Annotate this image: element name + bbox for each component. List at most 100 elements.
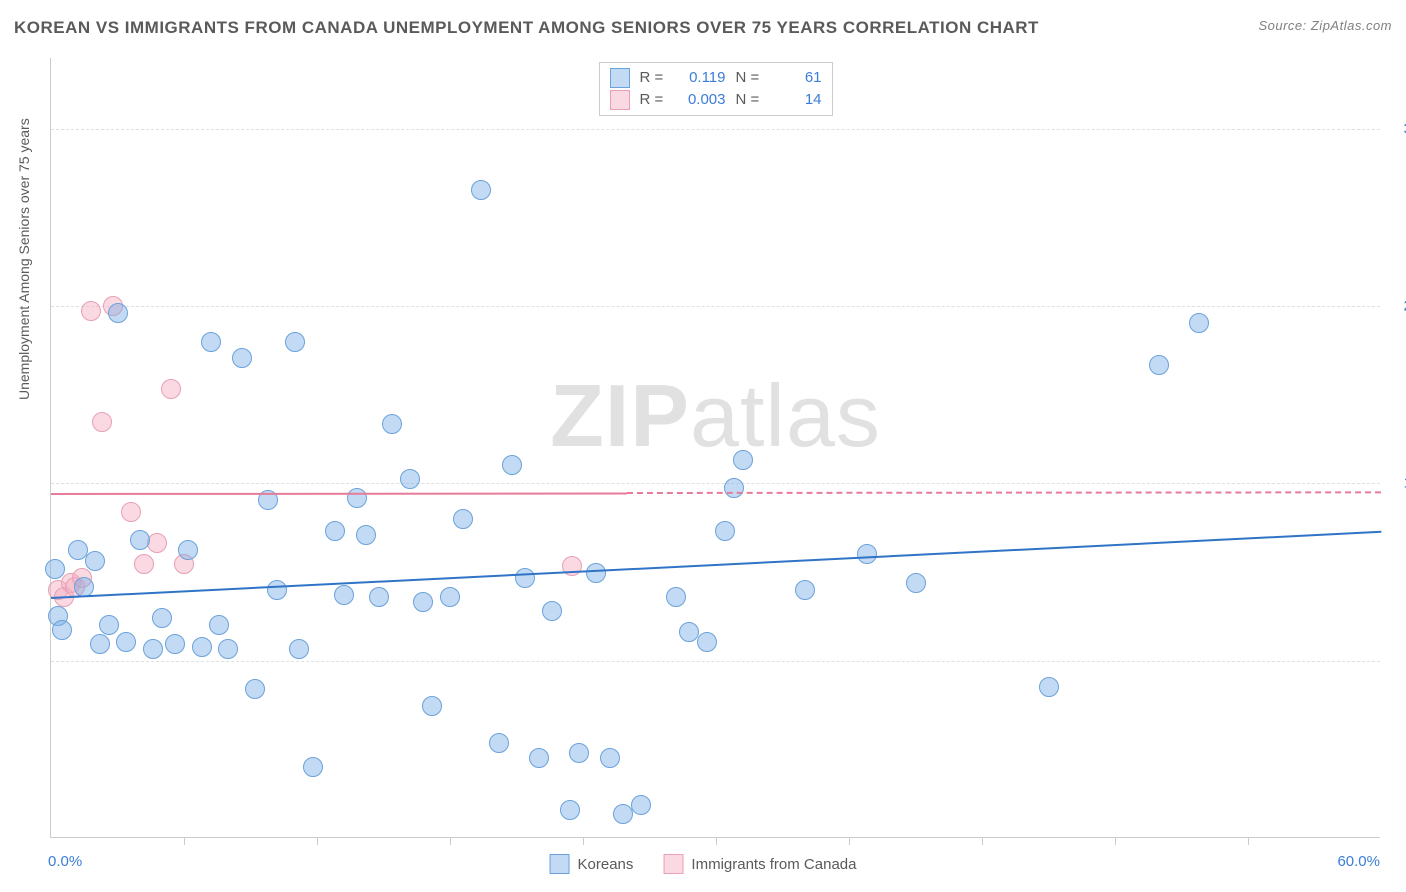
legend-correlation-box: R = 0.119 N = 61 R = 0.003 N = 14: [599, 62, 833, 116]
legend-series: Koreans Immigrants from Canada: [550, 854, 857, 874]
marker-series1: [542, 601, 562, 621]
marker-series1: [857, 544, 877, 564]
x-tick: [184, 837, 185, 845]
marker-series2: [147, 533, 167, 553]
legend-row-series2: R = 0.003 N = 14: [610, 89, 822, 111]
marker-series1: [192, 637, 212, 657]
legend-item-koreans: Koreans: [550, 854, 634, 874]
marker-series1: [515, 568, 535, 588]
grid-line: [51, 483, 1380, 484]
marker-series1: [586, 563, 606, 583]
marker-series1: [218, 639, 238, 659]
marker-series1: [45, 559, 65, 579]
marker-series1: [715, 521, 735, 541]
marker-series2: [121, 502, 141, 522]
trendline-series1-solid: [51, 531, 1381, 599]
marker-series1: [303, 757, 323, 777]
x-tick: [1248, 837, 1249, 845]
chart-title: KOREAN VS IMMIGRANTS FROM CANADA UNEMPLO…: [14, 18, 1039, 37]
legend-row-series1: R = 0.119 N = 61: [610, 67, 822, 89]
marker-series2: [81, 301, 101, 321]
grid-line: [51, 661, 1380, 662]
marker-series1: [99, 615, 119, 635]
marker-series1: [334, 585, 354, 605]
r-value: 0.003: [678, 89, 726, 111]
marker-series1: [52, 620, 72, 640]
marker-series2: [92, 412, 112, 432]
x-tick: [317, 837, 318, 845]
marker-series2: [134, 554, 154, 574]
marker-series1: [68, 540, 88, 560]
y-tick-label: 30.0%: [1386, 120, 1406, 137]
marker-series1: [600, 748, 620, 768]
marker-series1: [666, 587, 686, 607]
marker-series1: [165, 634, 185, 654]
y-axis-label: Unemployment Among Seniors over 75 years: [16, 118, 32, 400]
marker-series1: [795, 580, 815, 600]
marker-series1: [413, 592, 433, 612]
n-value: 61: [774, 67, 822, 89]
marker-series1: [1039, 677, 1059, 697]
marker-series1: [116, 632, 136, 652]
marker-series1: [130, 530, 150, 550]
x-axis-origin-label: 0.0%: [48, 853, 82, 870]
swatch-series2: [663, 854, 683, 874]
x-tick: [716, 837, 717, 845]
grid-line: [51, 306, 1380, 307]
marker-series1: [453, 509, 473, 529]
marker-series1: [440, 587, 460, 607]
marker-series1: [152, 608, 172, 628]
x-tick: [450, 837, 451, 845]
marker-series2: [161, 379, 181, 399]
marker-series1: [400, 469, 420, 489]
x-tick: [1115, 837, 1116, 845]
r-value: 0.119: [678, 67, 726, 89]
n-label: N =: [736, 67, 764, 89]
marker-series1: [631, 795, 651, 815]
marker-series1: [724, 478, 744, 498]
marker-series1: [471, 180, 491, 200]
marker-series1: [489, 733, 509, 753]
marker-series1: [1189, 313, 1209, 333]
legend-item-immigrants-canada: Immigrants from Canada: [663, 854, 856, 874]
marker-series1: [232, 348, 252, 368]
marker-series1: [382, 414, 402, 434]
marker-series1: [560, 800, 580, 820]
marker-series1: [697, 632, 717, 652]
y-tick-label: 15.0%: [1386, 475, 1406, 492]
marker-series1: [369, 587, 389, 607]
marker-series1: [422, 696, 442, 716]
marker-series1: [1149, 355, 1169, 375]
n-label: N =: [736, 89, 764, 111]
x-axis-max-label: 60.0%: [1337, 853, 1380, 870]
source-attribution: Source: ZipAtlas.com: [1258, 18, 1392, 33]
grid-line: [51, 129, 1380, 130]
legend-label: Immigrants from Canada: [691, 856, 856, 873]
swatch-series2: [610, 90, 630, 110]
n-value: 14: [774, 89, 822, 111]
marker-series1: [613, 804, 633, 824]
legend-label: Koreans: [578, 856, 634, 873]
trendline-series2-solid: [51, 492, 627, 495]
marker-series1: [90, 634, 110, 654]
r-label: R =: [640, 89, 668, 111]
marker-series1: [143, 639, 163, 659]
swatch-series1: [610, 68, 630, 88]
marker-series1: [569, 743, 589, 763]
marker-series1: [209, 615, 229, 635]
marker-series1: [733, 450, 753, 470]
y-tick-label: 7.5%: [1386, 652, 1406, 669]
marker-series1: [906, 573, 926, 593]
marker-series1: [356, 525, 376, 545]
swatch-series1: [550, 854, 570, 874]
marker-series1: [502, 455, 522, 475]
marker-series1: [178, 540, 198, 560]
y-tick-label: 22.5%: [1386, 298, 1406, 315]
scatter-plot-area: ZIPatlas R = 0.119 N = 61 R = 0.003 N = …: [50, 58, 1380, 838]
marker-series1: [245, 679, 265, 699]
watermark: ZIPatlas: [550, 365, 881, 467]
marker-series1: [347, 488, 367, 508]
marker-series1: [108, 303, 128, 323]
x-tick: [982, 837, 983, 845]
marker-series1: [85, 551, 105, 571]
